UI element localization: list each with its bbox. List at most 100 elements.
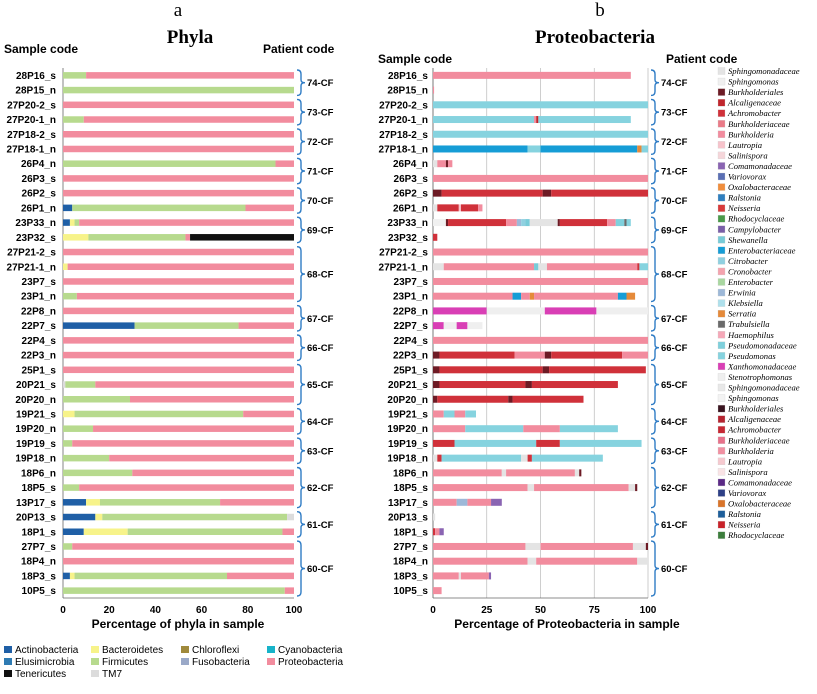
bar-segment xyxy=(95,513,103,521)
bar-segment xyxy=(74,572,228,580)
bar-segment xyxy=(559,439,642,447)
sample-label: 26P1_n xyxy=(393,203,428,214)
x-tick-label: 40 xyxy=(150,605,162,616)
bar-segment xyxy=(63,440,73,447)
legend-label: Fusobacteria xyxy=(192,657,250,668)
patient-brace xyxy=(650,510,660,538)
patient-label: 62-CF xyxy=(307,483,334,494)
legend-swatch xyxy=(717,236,726,244)
sample-label: 10P5_s xyxy=(22,586,57,597)
legend-label: Sphingomonadaceae xyxy=(728,383,800,393)
legend-swatch xyxy=(717,309,726,318)
patient-label: 71-CF xyxy=(661,167,688,178)
legend-label: Rhodocyclaceae xyxy=(727,214,784,224)
bar-segment xyxy=(433,528,436,536)
sample-label: 27P7_s xyxy=(394,542,429,553)
patient-label: 74-CF xyxy=(307,78,334,89)
bar-segment xyxy=(190,234,294,241)
legend-swatch xyxy=(717,373,726,381)
bar-segment xyxy=(557,219,560,227)
patient-brace xyxy=(296,407,306,435)
bar-segment xyxy=(99,499,221,506)
bar-segment xyxy=(460,204,479,212)
sample-label: 18P5_s xyxy=(22,483,57,494)
legend-swatch xyxy=(4,646,12,653)
patient-label: 60-CF xyxy=(307,564,334,575)
sample-label: 26P4_n xyxy=(21,159,56,170)
patient-brace xyxy=(296,69,306,97)
sample-label: 27P21-2_s xyxy=(7,248,56,259)
legend-swatch xyxy=(717,436,726,444)
patient-label: 71-CF xyxy=(307,167,334,178)
bar-segment xyxy=(433,204,438,212)
bar-segment xyxy=(63,528,84,535)
bar-segment xyxy=(549,366,646,374)
bar-segment xyxy=(437,160,446,168)
bar-segment xyxy=(596,307,648,315)
legend-label: Oxalobacteraceae xyxy=(728,499,791,509)
bar-segment xyxy=(538,263,547,271)
bar-segment xyxy=(433,71,631,79)
sample-label: 27P21-1_n xyxy=(379,262,428,273)
sample-label: 28P16_s xyxy=(16,71,56,82)
bar-segment xyxy=(465,425,524,433)
sample-label: 27P20-2_s xyxy=(379,100,428,111)
bar-segment xyxy=(69,219,75,226)
bar-segment xyxy=(433,307,487,315)
patient-label: 62-CF xyxy=(661,483,688,494)
patient-brace xyxy=(650,466,660,509)
patient-label: 65-CF xyxy=(661,380,688,391)
panel-b: b Proteobacteria Sample code Patient cod… xyxy=(372,0,817,694)
bar-segment xyxy=(63,543,73,550)
legend-label: Lautropia xyxy=(727,456,762,466)
panel-a: a Phyla Sample code Patient code Percent… xyxy=(0,0,357,694)
bar-segment xyxy=(439,366,543,374)
legend-label: Elusimicrobia xyxy=(15,657,75,668)
legend-label: Haemophilus xyxy=(727,330,774,340)
bar-segment xyxy=(433,572,459,580)
legend-swatch xyxy=(267,646,275,653)
sample-label: 26P2_s xyxy=(394,189,429,200)
bar-segment xyxy=(134,322,239,329)
legend-swatch xyxy=(717,362,726,371)
bar-segment xyxy=(63,292,77,300)
patient-brace xyxy=(296,304,306,332)
bar-segment xyxy=(523,425,560,433)
legend-label: TM7 xyxy=(102,669,122,680)
patient-brace xyxy=(296,466,306,509)
legend-swatch xyxy=(717,67,726,75)
bar-segment xyxy=(63,484,80,491)
bar-segment xyxy=(282,528,294,535)
bar-segment xyxy=(506,219,517,227)
patient-label: 67-CF xyxy=(307,314,334,325)
bar-segment xyxy=(433,498,457,506)
legend-label: Achromobacter xyxy=(727,425,782,435)
x-tick-label: 0 xyxy=(430,605,436,616)
bar-segment xyxy=(63,278,294,285)
bar-segment xyxy=(63,410,75,418)
legend-label: Trabulsiella xyxy=(728,319,770,329)
sample-label: 20P20_n xyxy=(15,395,56,406)
sample-label: 23P32_s xyxy=(388,233,428,244)
sample-label: 22P4_s xyxy=(394,336,429,347)
legend-label: Cyanobacteria xyxy=(278,645,343,656)
legend-label: Burkholderiaceae xyxy=(728,435,790,445)
bar-segment xyxy=(448,219,507,227)
patient-label: 68-CF xyxy=(307,270,334,281)
sample-label: 27P18-2_s xyxy=(379,130,428,141)
x-tick-label: 100 xyxy=(640,605,657,616)
panel-b-title: Proteobacteria xyxy=(535,27,655,48)
legend-label: Comamonadaceae xyxy=(728,477,792,487)
patient-brace xyxy=(650,157,660,185)
sample-label: 23P7_s xyxy=(394,277,429,288)
legend-label: Cronobacter xyxy=(728,266,772,276)
sample-label: 23P32_s xyxy=(16,233,56,244)
x-tick-label: 50 xyxy=(535,605,547,616)
bar-segment xyxy=(433,351,440,359)
legend-label: Serratia xyxy=(728,309,756,319)
legend-label: Ralstonia xyxy=(727,193,761,203)
sample-label: 27P20-2_s xyxy=(7,100,56,111)
sample-label: 20P20_n xyxy=(387,395,428,406)
patient-label: 64-CF xyxy=(661,417,688,428)
bar-segment xyxy=(622,351,648,359)
